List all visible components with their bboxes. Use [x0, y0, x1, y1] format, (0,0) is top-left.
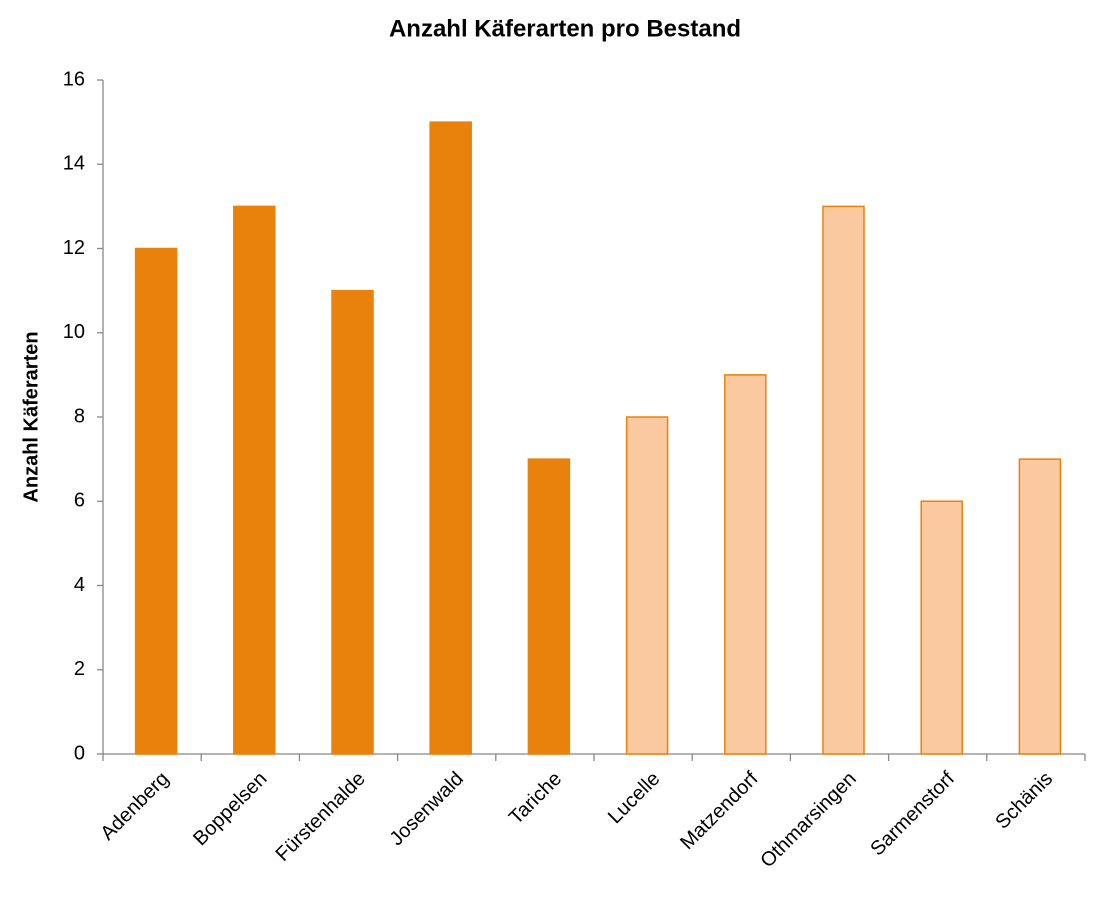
bar	[822, 205, 865, 755]
bar	[920, 500, 963, 755]
x-tick-label: Othmarsingen	[756, 768, 860, 872]
bar	[331, 289, 374, 755]
x-tick-label: Lucelle	[604, 768, 664, 828]
x-tick-label: Fürstenhalde	[272, 768, 370, 866]
bar	[724, 374, 767, 755]
bar	[1018, 458, 1062, 755]
x-tick-label: Adenberg	[96, 768, 173, 845]
y-tick-label: 6	[74, 490, 85, 512]
y-tick-label: 14	[63, 153, 85, 175]
bar	[527, 458, 571, 755]
x-tick-label: Josenwald	[386, 768, 468, 850]
x-tick-label: Schänis	[991, 768, 1057, 834]
bar	[429, 121, 472, 755]
y-tick-label: 0	[74, 742, 85, 764]
chart-title: Anzahl Käferarten pro Bestand	[389, 15, 741, 42]
bar	[233, 205, 276, 755]
y-tick-label: 4	[74, 574, 85, 596]
x-tick-label: Boppelsen	[189, 768, 271, 850]
bar	[134, 247, 178, 755]
y-tick-label: 16	[63, 68, 85, 90]
y-tick-label: 2	[74, 658, 85, 680]
x-tick-label: Tariche	[505, 768, 566, 829]
bar	[625, 416, 669, 755]
y-tick-label: 8	[74, 405, 85, 427]
x-tick-label: Matzendorf	[676, 767, 763, 854]
y-axis-label: Anzahl Käferarten	[20, 331, 42, 502]
x-tick-label: Sarmenstorf	[866, 767, 959, 860]
y-tick-label: 10	[63, 321, 85, 343]
y-tick-label: 12	[63, 237, 85, 259]
